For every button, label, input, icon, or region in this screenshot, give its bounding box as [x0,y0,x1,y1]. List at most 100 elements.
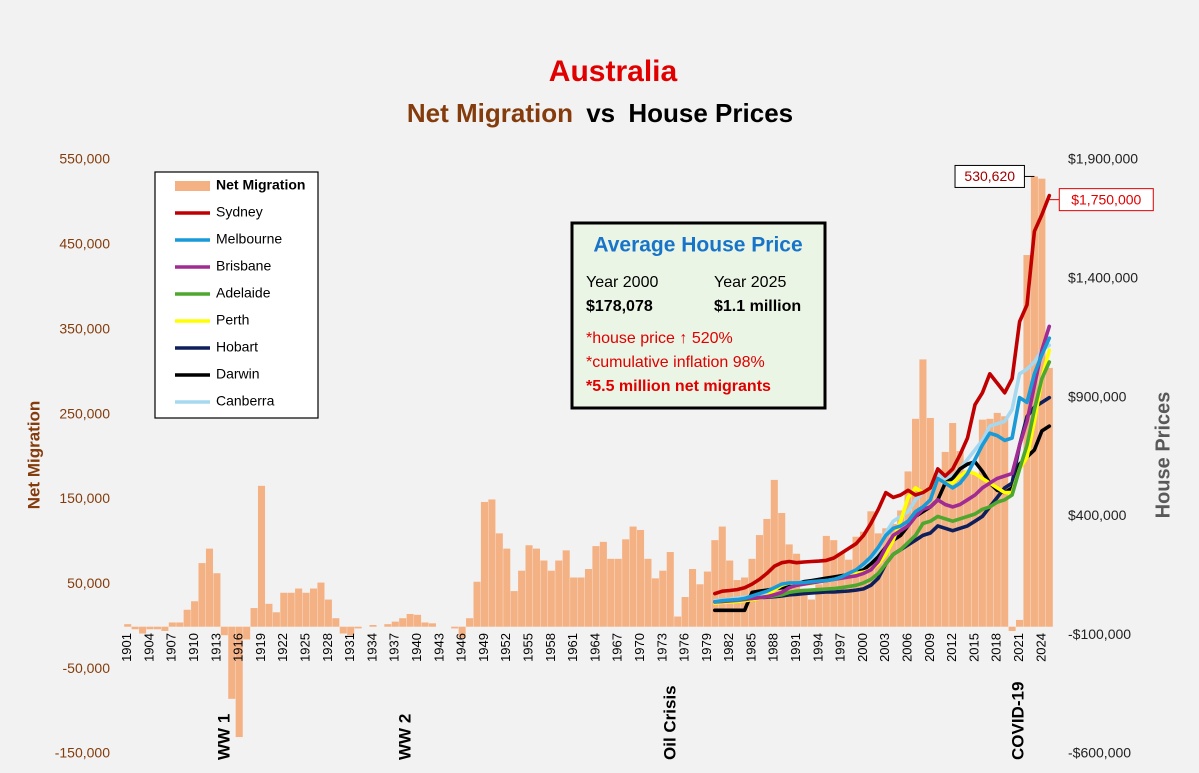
legend-label: Canberra [216,393,275,409]
bar [1008,626,1016,631]
bar [265,603,273,627]
x-tick-label: 1946 [454,633,469,662]
y2-tick-label: -$600,000 [1068,745,1131,761]
line-series [713,336,1052,604]
bar [703,571,711,627]
bar [1016,619,1024,627]
x-tick-label: 1910 [186,633,201,662]
bar [131,626,139,630]
legend: Net Migration Sydney Melbourne Brisbane Adel… [154,171,319,419]
x-tick-label: 1958 [543,633,558,662]
x-tick-label: 1913 [208,633,223,662]
x-tick-label: 2015 [966,633,981,662]
y2-axis-title: House Prices [1152,392,1174,519]
bar [309,588,318,627]
x-tick-label: 1979 [699,633,714,662]
line-series [713,193,1052,596]
bar [830,540,838,627]
bar [778,513,786,627]
bar [414,614,422,627]
bar [124,624,132,627]
y-tick-label: -50,000 [63,660,111,676]
chart-title: Australia [549,55,678,88]
x-tick-label: 1949 [476,633,491,662]
bar [971,473,979,627]
bar [622,539,630,627]
bar [666,552,674,627]
y2-tick-label: -$100,000 [1068,626,1131,642]
bar [532,548,541,627]
bar [577,577,585,627]
info-note: *5.5 million net migrants [586,378,771,395]
bar [161,626,169,631]
info-note: *cumulative inflation 98% [586,354,765,371]
legend-label: Hobart [216,339,258,355]
bar [674,616,682,627]
y-tick-label: 550,000 [59,151,110,167]
event-annotation: Oil Crisis [660,685,679,760]
bar [332,618,340,627]
info-label: Year 2000 [586,274,658,291]
bar [562,550,570,627]
bar [369,625,377,627]
bar [168,622,176,627]
bar [636,529,645,627]
subtitle-part: House Prices [628,98,793,128]
bar [555,560,563,627]
x-tick-label: 1916 [231,633,246,662]
bar [488,499,496,627]
bar [964,470,972,627]
info-label: Year 2025 [714,274,786,291]
bar [339,626,347,634]
bar [235,626,243,738]
callout-box [1058,188,1154,212]
legend-label: Perth [216,312,249,328]
bar [220,626,228,636]
bar [889,524,897,627]
bar [696,584,704,627]
bar [644,558,652,627]
bar [295,588,303,627]
bar [897,510,905,627]
bar [480,501,488,627]
legend-label: Net Migration [216,177,305,193]
bar [503,548,511,627]
info-value: $178,078 [586,298,653,315]
bar [726,560,734,627]
bar [911,418,920,627]
legend-label: Adelaide [216,285,271,301]
bar [629,526,637,627]
y2-tick-label: $400,000 [1068,507,1127,523]
bar [205,548,213,627]
bar [607,558,615,627]
line-series [713,348,1052,605]
bar [807,599,815,627]
bar [882,528,890,627]
bar [183,609,191,627]
x-tick-label: 1994 [810,633,825,662]
bar [421,622,429,627]
x-tick-label: 1907 [164,633,179,662]
bar [391,621,399,627]
bar [250,608,258,627]
legend-label: Sydney [216,204,263,220]
x-tick-label: 2024 [1033,633,1048,662]
bar [949,423,957,627]
bar [651,578,659,627]
bar [770,479,778,627]
event-annotation: WW 2 [395,714,414,760]
bar [859,531,868,627]
bar [681,597,689,627]
x-tick-label: 1988 [766,633,781,662]
info-box: Average House Price Year 2000 $178,078 Y… [570,221,827,410]
y-tick-label: 50,000 [67,575,110,591]
x-tick-label: 1964 [587,633,602,662]
x-tick-label: 1931 [342,633,357,662]
bar [986,418,994,627]
bar [406,613,414,627]
x-tick-label: 1925 [298,633,313,662]
x-tick-label: 1928 [320,633,335,662]
event-annotation: WW 1 [214,714,233,760]
bar [495,533,503,627]
